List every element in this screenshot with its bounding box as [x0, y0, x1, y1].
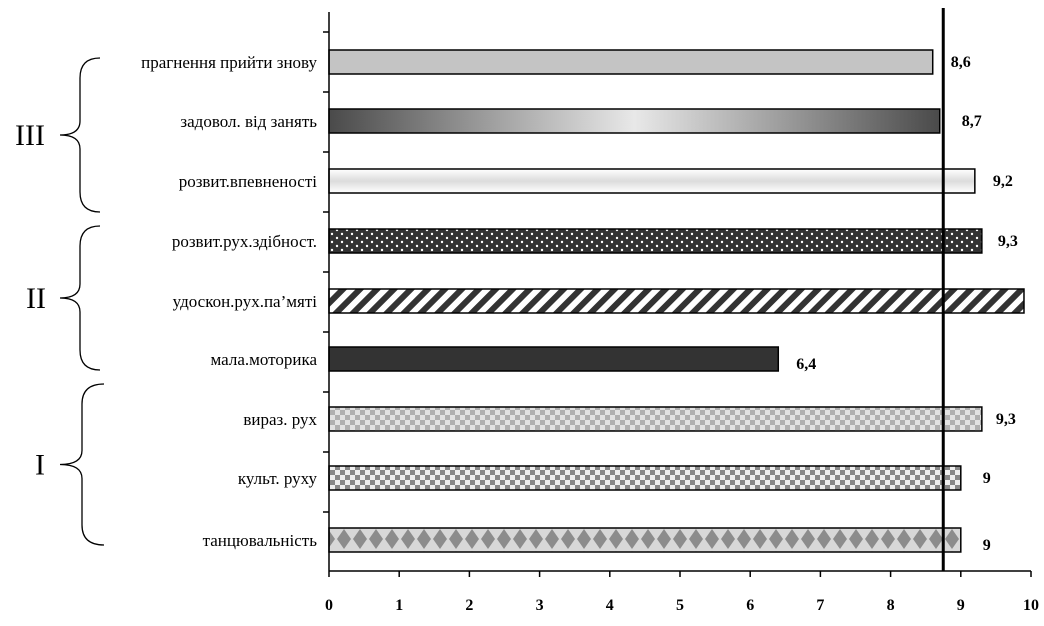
x-tick-label-4: 4 [606, 597, 614, 614]
x-tick-label-5: 5 [676, 597, 684, 614]
axes: 0 1 2 3 4 5 6 7 8 9 10 [323, 8, 1039, 614]
value-label-7: 9,3 [996, 411, 1016, 428]
value-label-3: 9,2 [993, 173, 1013, 190]
value-label-4: 9,3 [998, 233, 1018, 250]
category-label-1: прагнення прийти знову [141, 53, 317, 72]
group-label-I: I [35, 449, 45, 482]
category-label-6: мала.моторика [211, 350, 318, 369]
bar-5 [328, 288, 1025, 314]
category-label-4: розвит.рух.здібност. [172, 232, 317, 251]
x-tick-label-8: 8 [887, 597, 895, 614]
category-label-9: танцювальність [203, 531, 318, 550]
value-label-9: 9 [983, 537, 991, 554]
bar-8 [328, 465, 962, 491]
bar-4 [328, 228, 983, 254]
bar-2 [328, 108, 941, 134]
category-labels: прагнення прийти знову задовол. від занят… [141, 53, 317, 550]
bar-1 [328, 49, 934, 75]
value-labels: 8,68,79,29,39,96,49,399 [796, 54, 1018, 554]
x-tick-label-7: 7 [816, 597, 824, 614]
x-tick-label-3: 3 [536, 597, 544, 614]
x-tick-label-1: 1 [395, 597, 403, 614]
bars [328, 49, 1025, 553]
category-label-8: культ. руху [238, 469, 318, 488]
bar-7 [328, 406, 983, 432]
category-label-3: розвит.впевненості [179, 172, 318, 191]
x-tick-label-10: 10 [1023, 597, 1039, 614]
bar-6 [328, 346, 780, 372]
group-brace-I [59, 383, 105, 546]
bar-9 [328, 527, 962, 553]
x-tick-label-6: 6 [746, 597, 754, 614]
group-brace-II [59, 225, 101, 371]
value-label-8: 9 [983, 470, 991, 487]
x-tick-label-9: 9 [957, 597, 965, 614]
bar-3 [328, 168, 976, 194]
category-label-2: задовол. від занять [180, 112, 317, 131]
group-label-II: II [26, 282, 46, 315]
value-label-1: 8,6 [951, 54, 971, 71]
x-tick-label-0: 0 [325, 597, 333, 614]
category-label-7: вираз. рух [243, 410, 317, 429]
x-tick-label-2: 2 [465, 597, 473, 614]
value-label-2: 8,7 [962, 113, 982, 130]
group-label-III: III [15, 119, 45, 152]
value-label-6: 6,4 [796, 356, 816, 373]
category-label-5: удоскон.рух.па’мяті [173, 292, 318, 311]
group-brace-III [59, 57, 101, 213]
